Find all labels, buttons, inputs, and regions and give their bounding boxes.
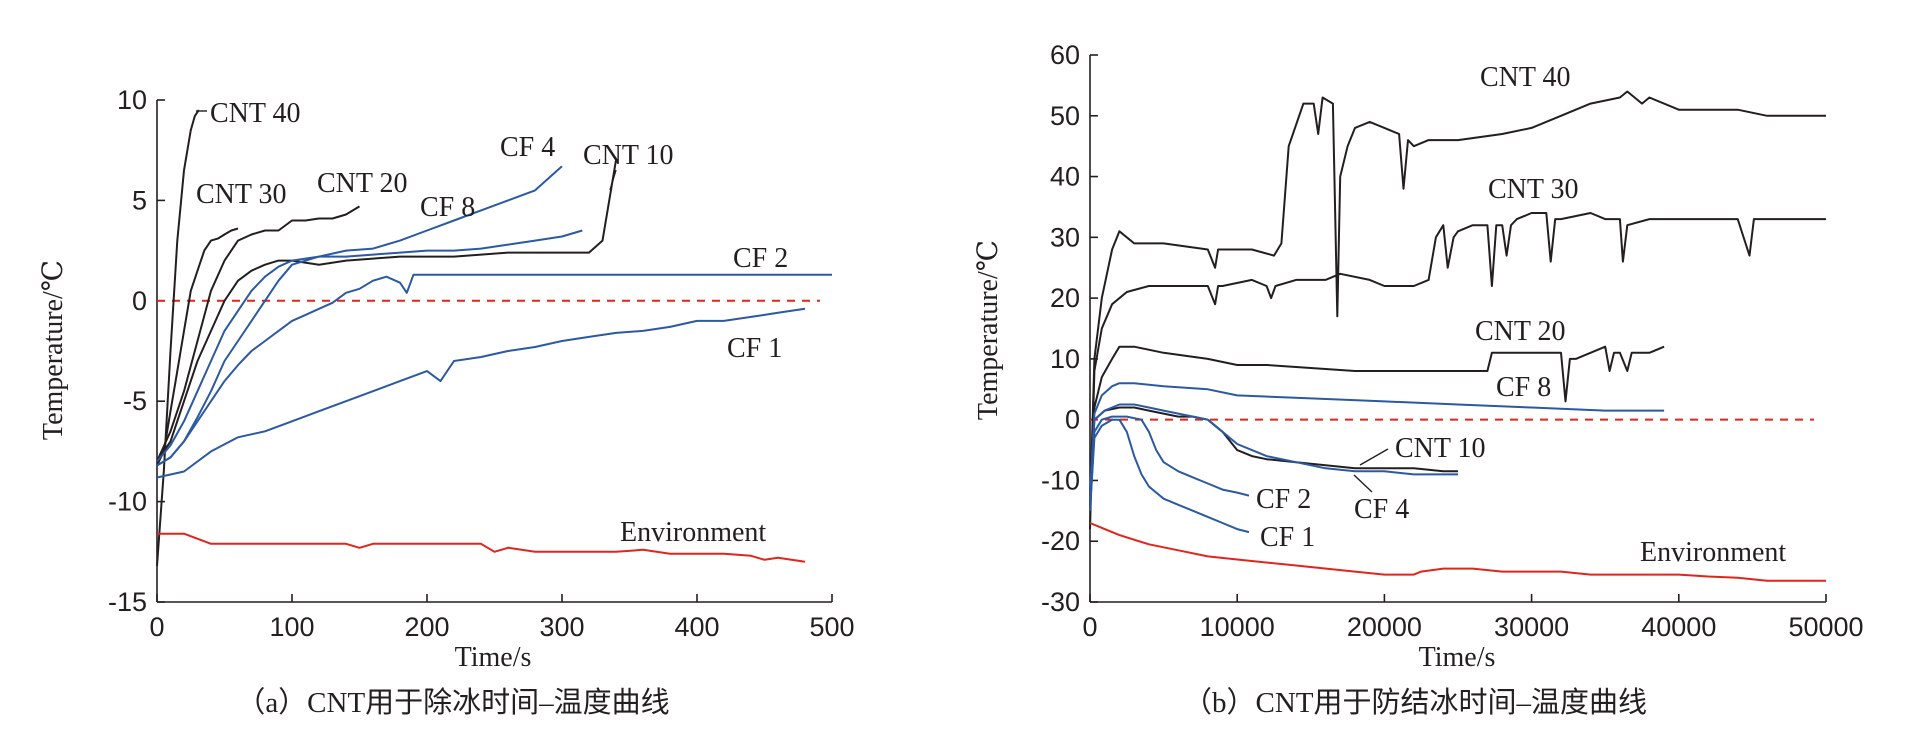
series-label-cf-4: CF 4 [500, 132, 555, 163]
x-tick-label: 40000 [1641, 612, 1716, 642]
x-tick-label: 500 [809, 612, 854, 642]
y-tick-label: 10 [1050, 344, 1080, 374]
x-tick-label: 100 [269, 612, 314, 642]
series-label-cnt-40: CNT 40 [1480, 62, 1571, 93]
series-label-cnt-30: CNT 30 [196, 179, 287, 210]
y-tick-label: 50 [1050, 101, 1080, 131]
y-tick-label: 20 [1050, 283, 1080, 313]
x-tick-label: 50000 [1788, 612, 1863, 642]
y-tick-label: -20 [1041, 526, 1080, 556]
series-label-cnt-10: CNT 10 [583, 140, 674, 171]
x-tick-label: 200 [404, 612, 449, 642]
leader-line-cnt-10 [1359, 448, 1389, 466]
series-line-cnt-20 [1089, 345, 1665, 511]
series-line-environment [157, 532, 806, 563]
series-label-cf-1: CF 1 [727, 333, 782, 364]
y-axis-label: Temperature/℃ [38, 260, 69, 440]
series-label-cnt-30: CNT 30 [1488, 174, 1579, 205]
x-axis-label: Time/s [455, 642, 532, 673]
leader-line-cnt-10 [609, 169, 617, 191]
x-tick-label: 10000 [1200, 612, 1275, 642]
x-tick-label: 20000 [1347, 612, 1422, 642]
y-tick-label: 10 [117, 85, 147, 115]
x-axis-label: Time/s [1419, 642, 1496, 673]
series-line-cf-1 [1089, 418, 1250, 534]
y-tick-label: -5 [123, 386, 147, 416]
series-label-cf-2: CF 2 [1256, 484, 1311, 515]
y-tick-label: 60 [1050, 40, 1080, 70]
y-tick-label: -30 [1041, 587, 1080, 617]
y-tick-label: -10 [108, 487, 147, 517]
series-line-cnt-20 [156, 205, 361, 462]
series-label-cf-8: CF 8 [1496, 372, 1551, 403]
series-label-cnt-20: CNT 20 [317, 168, 408, 199]
x-tick-label: 0 [1082, 612, 1097, 642]
x-tick-label: 0 [149, 612, 164, 642]
series-label-environment: Environment [1640, 537, 1786, 568]
y-tick-label: -15 [108, 587, 147, 617]
series-line-cnt-10 [156, 160, 617, 462]
series-line-cnt-30 [1089, 212, 1826, 530]
y-axis-label: Temperature/℃ [973, 240, 1004, 420]
series-label-cf-2: CF 2 [733, 243, 788, 274]
series-line-cf-1 [156, 307, 806, 479]
y-tick-label: 5 [132, 185, 147, 215]
panel-caption: （b）CNT用于防结冰时间–温度曲线 [1183, 686, 1647, 719]
series-line-cnt-30 [156, 227, 239, 466]
series-line-cnt-40 [156, 109, 200, 566]
series-line-environment [1089, 522, 1826, 582]
series-label-cf-4: CF 4 [1354, 494, 1409, 525]
series-label-cnt-20: CNT 20 [1475, 316, 1566, 347]
series-line-cf-2 [1089, 415, 1250, 511]
panel-b-chart: -30 -20 -10 0 10 20 30 40 50 60 0 10000 20000 30000 40… [973, 40, 1864, 719]
leader-line-cf-4 [1353, 474, 1373, 493]
y-tick-label: 30 [1050, 222, 1080, 252]
y-tick-label: -10 [1041, 465, 1080, 495]
series-line-cf-4 [1089, 403, 1458, 493]
y-tick-label: 40 [1050, 162, 1080, 192]
series-line-cf-4 [156, 165, 563, 467]
y-tick-label: 0 [132, 286, 147, 316]
series-label-cf-1: CF 1 [1260, 522, 1315, 553]
series-line-cnt-40 [1089, 90, 1826, 511]
panel-caption: （a）CNT用于除冰时间–温度曲线 [236, 686, 669, 719]
x-tick-label: 300 [539, 612, 584, 642]
series-label-cnt-10: CNT 10 [1395, 433, 1486, 464]
x-tick-label: 30000 [1494, 612, 1569, 642]
series-label-cf-8: CF 8 [420, 192, 475, 223]
series-label-environment: Environment [620, 517, 766, 548]
series-line-cf-8 [156, 229, 583, 463]
series-line-cf-8 [1089, 382, 1665, 493]
series-line-cf-2 [156, 273, 832, 467]
y-tick-label: 0 [1065, 405, 1080, 435]
x-tick-label: 400 [674, 612, 719, 642]
series-label-cnt-40: CNT 40 [210, 98, 301, 129]
